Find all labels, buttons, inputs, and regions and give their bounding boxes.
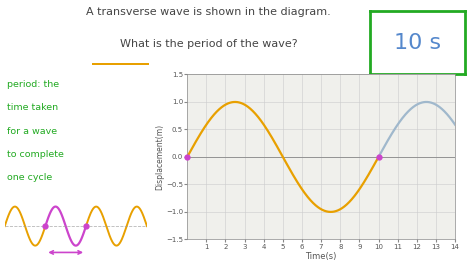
Y-axis label: Displacement(m): Displacement(m) — [155, 124, 164, 190]
X-axis label: Time(s): Time(s) — [305, 252, 337, 261]
Text: What is the period of the wave?: What is the period of the wave? — [120, 39, 297, 49]
Text: to complete: to complete — [7, 150, 64, 159]
Text: 10 s: 10 s — [393, 32, 441, 53]
Text: time taken: time taken — [7, 103, 58, 112]
Text: period: the: period: the — [7, 80, 59, 89]
Text: A transverse wave is shown in the diagram.: A transverse wave is shown in the diagra… — [86, 7, 331, 17]
Text: for a wave: for a wave — [7, 127, 57, 136]
Text: one cycle: one cycle — [7, 173, 52, 182]
